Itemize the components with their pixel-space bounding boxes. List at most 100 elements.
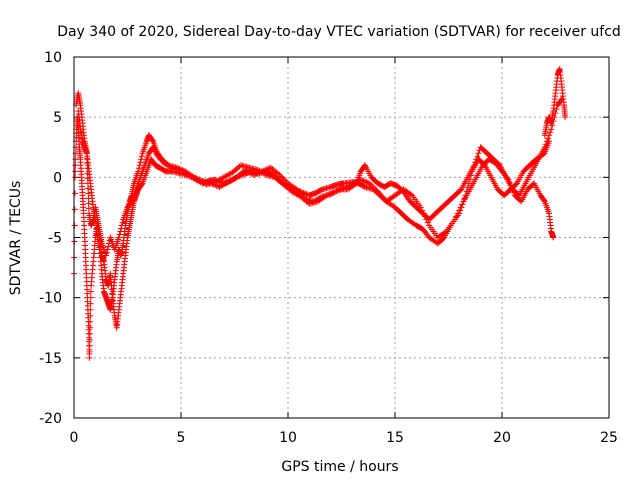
data-point bbox=[441, 229, 448, 236]
x-tick-label: 5 bbox=[177, 430, 186, 446]
data-point bbox=[72, 168, 79, 175]
data-point bbox=[105, 243, 112, 250]
data-point bbox=[550, 234, 557, 241]
grid-lines bbox=[74, 57, 609, 418]
data-point bbox=[87, 288, 94, 295]
data-point bbox=[83, 150, 90, 157]
data-point bbox=[504, 175, 511, 182]
data-point bbox=[423, 216, 430, 223]
data-point bbox=[372, 185, 379, 192]
data-point bbox=[71, 206, 78, 213]
data-point bbox=[86, 324, 93, 331]
data-point bbox=[138, 153, 145, 160]
data-point bbox=[419, 207, 426, 214]
data-point bbox=[137, 159, 144, 166]
y-tick-label: -15 bbox=[39, 351, 62, 367]
data-point bbox=[85, 195, 92, 202]
data-point bbox=[84, 180, 91, 187]
data-point bbox=[250, 171, 257, 178]
y-axis-ticks: -20 -15 -10 -5 0 5 10 bbox=[39, 50, 609, 427]
y-tick-label: 5 bbox=[53, 110, 62, 126]
x-tick-label: 10 bbox=[279, 430, 297, 446]
data-point bbox=[86, 330, 93, 337]
data-point bbox=[512, 181, 519, 188]
data-point bbox=[323, 192, 330, 199]
data-point bbox=[150, 145, 157, 152]
data-point bbox=[553, 106, 560, 113]
data-point bbox=[359, 177, 366, 184]
data-point bbox=[87, 312, 94, 319]
data-point bbox=[85, 185, 92, 192]
data-point bbox=[327, 190, 334, 197]
data-point bbox=[151, 147, 158, 154]
data-point bbox=[84, 165, 91, 172]
y-axis-title: SDTVAR / TECUs bbox=[8, 181, 24, 296]
data-point bbox=[266, 165, 273, 172]
data-point bbox=[474, 153, 481, 160]
data-point bbox=[279, 174, 286, 181]
data-point bbox=[357, 176, 364, 183]
data-point bbox=[542, 141, 549, 148]
data-point bbox=[407, 191, 414, 198]
data-point bbox=[360, 177, 367, 184]
data-point bbox=[292, 185, 299, 192]
data-point bbox=[71, 190, 78, 197]
data-point bbox=[87, 306, 94, 313]
data-point bbox=[103, 252, 110, 259]
data-point bbox=[153, 149, 160, 156]
data-point bbox=[138, 181, 145, 188]
data-point bbox=[168, 163, 175, 170]
data-point bbox=[510, 189, 517, 196]
data-point bbox=[363, 179, 370, 186]
data-point bbox=[421, 213, 428, 220]
data-point bbox=[135, 165, 142, 172]
data-point bbox=[138, 156, 145, 163]
data-point bbox=[117, 228, 124, 235]
data-point bbox=[346, 182, 353, 189]
x-tick-label: 15 bbox=[386, 430, 404, 446]
data-point bbox=[509, 187, 516, 194]
data-point bbox=[150, 144, 157, 151]
data-point bbox=[420, 210, 427, 217]
data-point bbox=[87, 318, 94, 325]
data-point bbox=[86, 354, 93, 361]
data-point bbox=[475, 150, 482, 157]
data-point bbox=[86, 348, 93, 355]
data-point bbox=[149, 137, 156, 144]
data-point bbox=[366, 180, 373, 187]
data-point bbox=[276, 171, 283, 178]
data-point bbox=[262, 171, 269, 178]
data-point bbox=[545, 135, 552, 142]
data-point bbox=[457, 204, 464, 211]
data-point bbox=[87, 294, 94, 301]
data-point bbox=[541, 144, 548, 151]
data-point bbox=[507, 181, 514, 188]
data-point bbox=[282, 177, 289, 184]
x-axis-ticks: 0 5 10 15 20 25 bbox=[70, 57, 618, 446]
data-point bbox=[457, 187, 464, 194]
data-point bbox=[506, 179, 513, 186]
data-point bbox=[417, 204, 424, 211]
data-point bbox=[373, 187, 380, 194]
data-point bbox=[505, 176, 512, 183]
data-point bbox=[472, 159, 479, 166]
data-point bbox=[84, 175, 91, 182]
data-point bbox=[280, 176, 287, 183]
data-point bbox=[324, 191, 331, 198]
data-point bbox=[332, 188, 339, 195]
data-point bbox=[72, 174, 79, 181]
data-point bbox=[562, 114, 569, 121]
plot-frame bbox=[73, 56, 610, 419]
data-point bbox=[104, 246, 111, 253]
data-point bbox=[84, 170, 91, 177]
data-point bbox=[344, 183, 351, 190]
data-point bbox=[342, 184, 349, 191]
data-points bbox=[71, 66, 569, 361]
data-point bbox=[451, 216, 458, 223]
data-point bbox=[471, 162, 478, 169]
data-point bbox=[85, 200, 92, 207]
data-point bbox=[508, 184, 515, 191]
data-point bbox=[263, 166, 270, 173]
x-tick-label: 25 bbox=[600, 430, 618, 446]
